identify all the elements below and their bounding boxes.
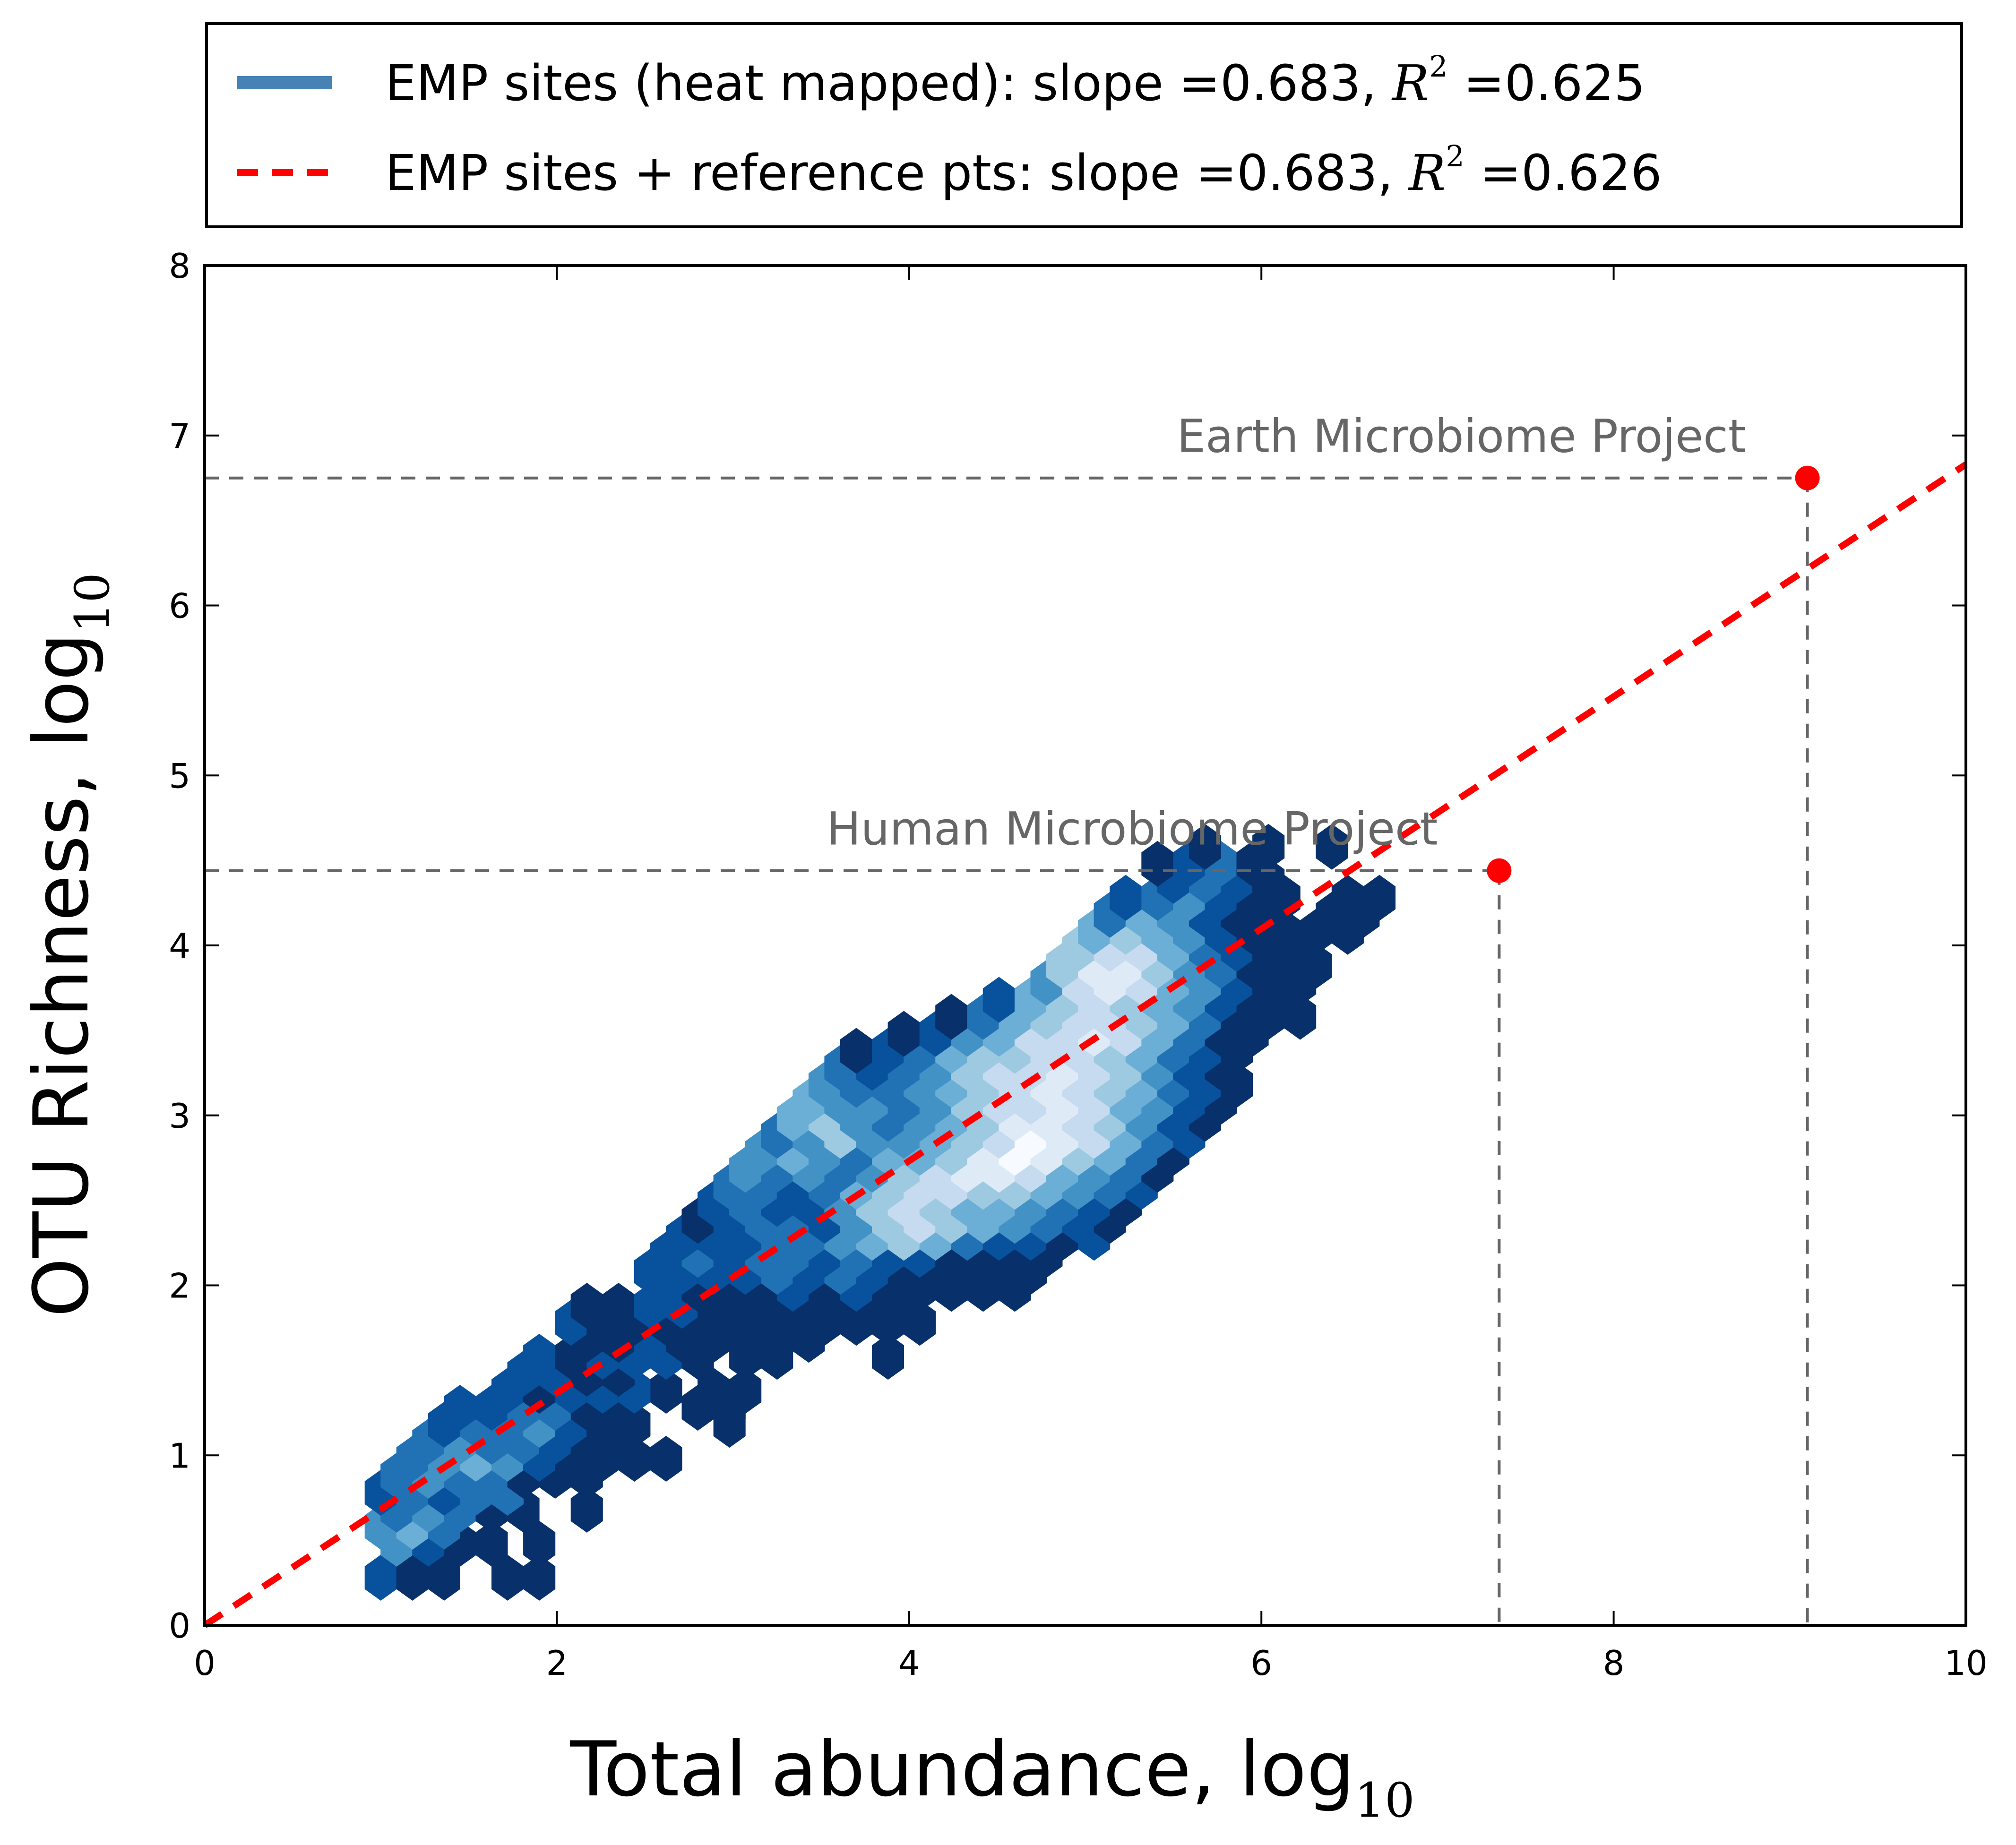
x-axis-title: Total abundance, log10 [569,1725,1414,1828]
legend-label-regression-text: EMP sites + reference pts: slope =0.683, [385,144,1409,202]
y-tick-label: 2 [169,1266,190,1306]
legend-label-heatmap-math: R [1391,54,1429,112]
legend-label-regression: EMP sites + reference pts: slope =0.683,… [385,139,1662,202]
hexbin-cell [999,1266,1031,1312]
x-axis-title-text: Total abundance, log [569,1725,1354,1813]
reference-point-label: Earth Microbiome Project [1177,410,1746,463]
hexbin-cell [1363,875,1396,921]
y-tick-label: 4 [169,926,190,966]
legend: EMP sites (heat mapped): slope =0.683, R… [205,22,1963,228]
y-axis-title-sub: 10 [65,573,120,633]
x-tick-label: 4 [898,1643,920,1683]
hexbin-cell [523,1520,556,1567]
hexbin-layer [364,824,1396,1601]
reference-lines [205,476,1809,1625]
hexbin-cell [713,1401,746,1448]
hexbin-cell [523,1554,556,1601]
legend-label-regression-sup: 2 [1446,139,1464,173]
annotations: Human Microbiome Project Earth Microbiome… [827,410,1746,856]
hexbin-cell [872,1333,905,1380]
y-axis-ticks: 0 1 2 3 4 5 6 7 8 [169,246,1966,1646]
y-axis-title: OTU Richness, log10 [17,573,120,1317]
x-tick-label: 10 [1944,1643,1988,1683]
legend-box [205,22,1963,228]
y-tick-label: 6 [169,586,190,626]
legend-label-heatmap-tail: =0.625 [1448,54,1646,112]
reference-point [1795,465,1820,490]
hexbin-cell [475,1520,508,1567]
hexbin-cell [650,1435,682,1482]
hexbin-cell [1189,824,1221,870]
x-tick-label: 2 [546,1643,568,1683]
x-axis-title-sub: 10 [1354,1773,1414,1828]
legend-label-heatmap-text: EMP sites (heat mapped): slope =0.683, [385,54,1392,112]
plot-area: Human Microbiome Project Earth Microbiome… [169,246,1988,1683]
y-tick-label: 8 [169,246,190,286]
hexbin-cell [570,1486,603,1533]
legend-label-heatmap-sup: 2 [1429,49,1447,84]
y-tick-label: 7 [169,416,190,456]
reference-point [1487,858,1512,883]
y-axis-title-text: OTU Richness, log [17,633,105,1317]
reference-points [1487,465,1820,883]
reference-point-label: Human Microbiome Project [827,803,1438,856]
y-tick-label: 5 [169,756,190,796]
x-tick-label: 6 [1250,1643,1272,1683]
y-tick-label: 3 [169,1096,190,1136]
y-tick-label: 0 [169,1606,190,1646]
legend-label-regression-tail: =0.626 [1465,144,1662,202]
regression-line [203,462,1968,1628]
legend-label-heatmap: EMP sites (heat mapped): slope =0.683, R… [385,49,1646,112]
y-tick-label: 1 [169,1436,190,1476]
x-tick-label: 8 [1603,1643,1625,1683]
x-tick-label: 0 [194,1643,215,1683]
legend-label-regression-math: R [1408,144,1446,202]
x-axis-ticks: 0 2 4 6 8 10 [194,266,1988,1683]
hexbin-cell [1316,824,1348,870]
